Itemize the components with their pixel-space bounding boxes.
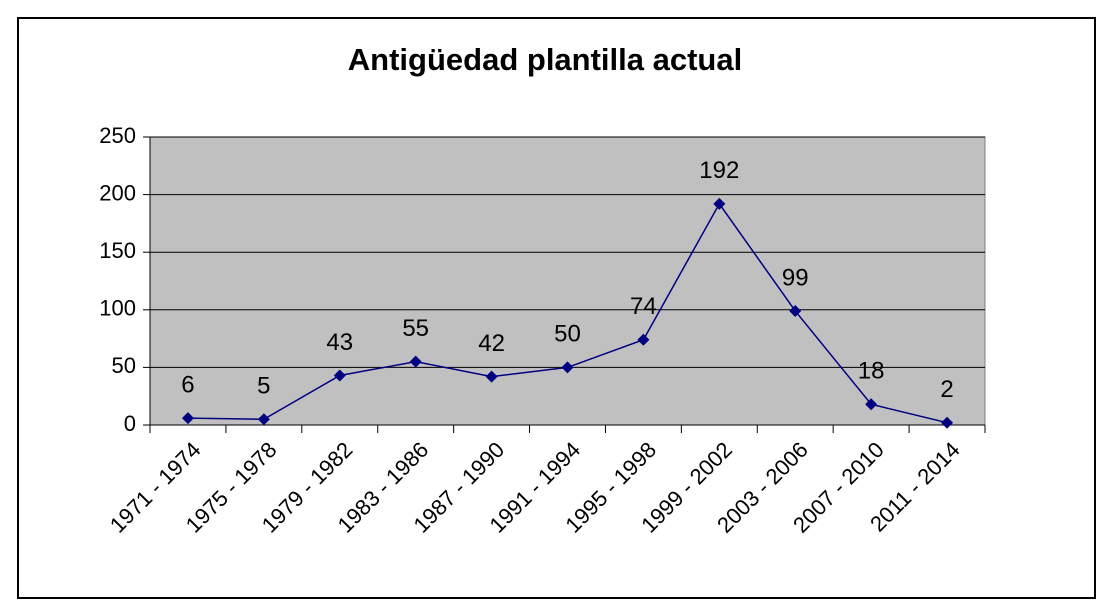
y-tick-label: 0 [124,411,136,436]
data-label: 192 [699,157,739,184]
data-label: 55 [402,315,429,342]
data-label: 6 [181,371,194,398]
data-label: 42 [478,330,505,357]
data-label: 18 [858,358,885,385]
data-label: 50 [554,321,581,348]
y-tick-label: 250 [99,123,136,148]
data-point [713,197,726,210]
data-point [941,416,954,429]
y-tick-label: 150 [99,238,136,263]
chart-title: Antigüedad plantilla actual [348,42,742,77]
data-point [409,355,422,368]
y-tick-label: 100 [99,296,136,321]
data-point [181,412,194,425]
data-point [485,370,498,383]
data-point [637,333,650,346]
data-point [333,369,346,382]
data-point [865,398,878,411]
data-label: 43 [326,329,353,356]
y-tick-label: 50 [112,353,136,378]
data-point [257,413,270,426]
plot-area [149,136,986,426]
data-label: 99 [782,264,809,291]
data-label: 5 [257,373,270,400]
data-label: 2 [940,376,953,403]
data-point [561,361,574,374]
data-point [789,304,802,317]
data-label: 74 [630,293,657,320]
y-tick-label: 200 [99,180,136,205]
